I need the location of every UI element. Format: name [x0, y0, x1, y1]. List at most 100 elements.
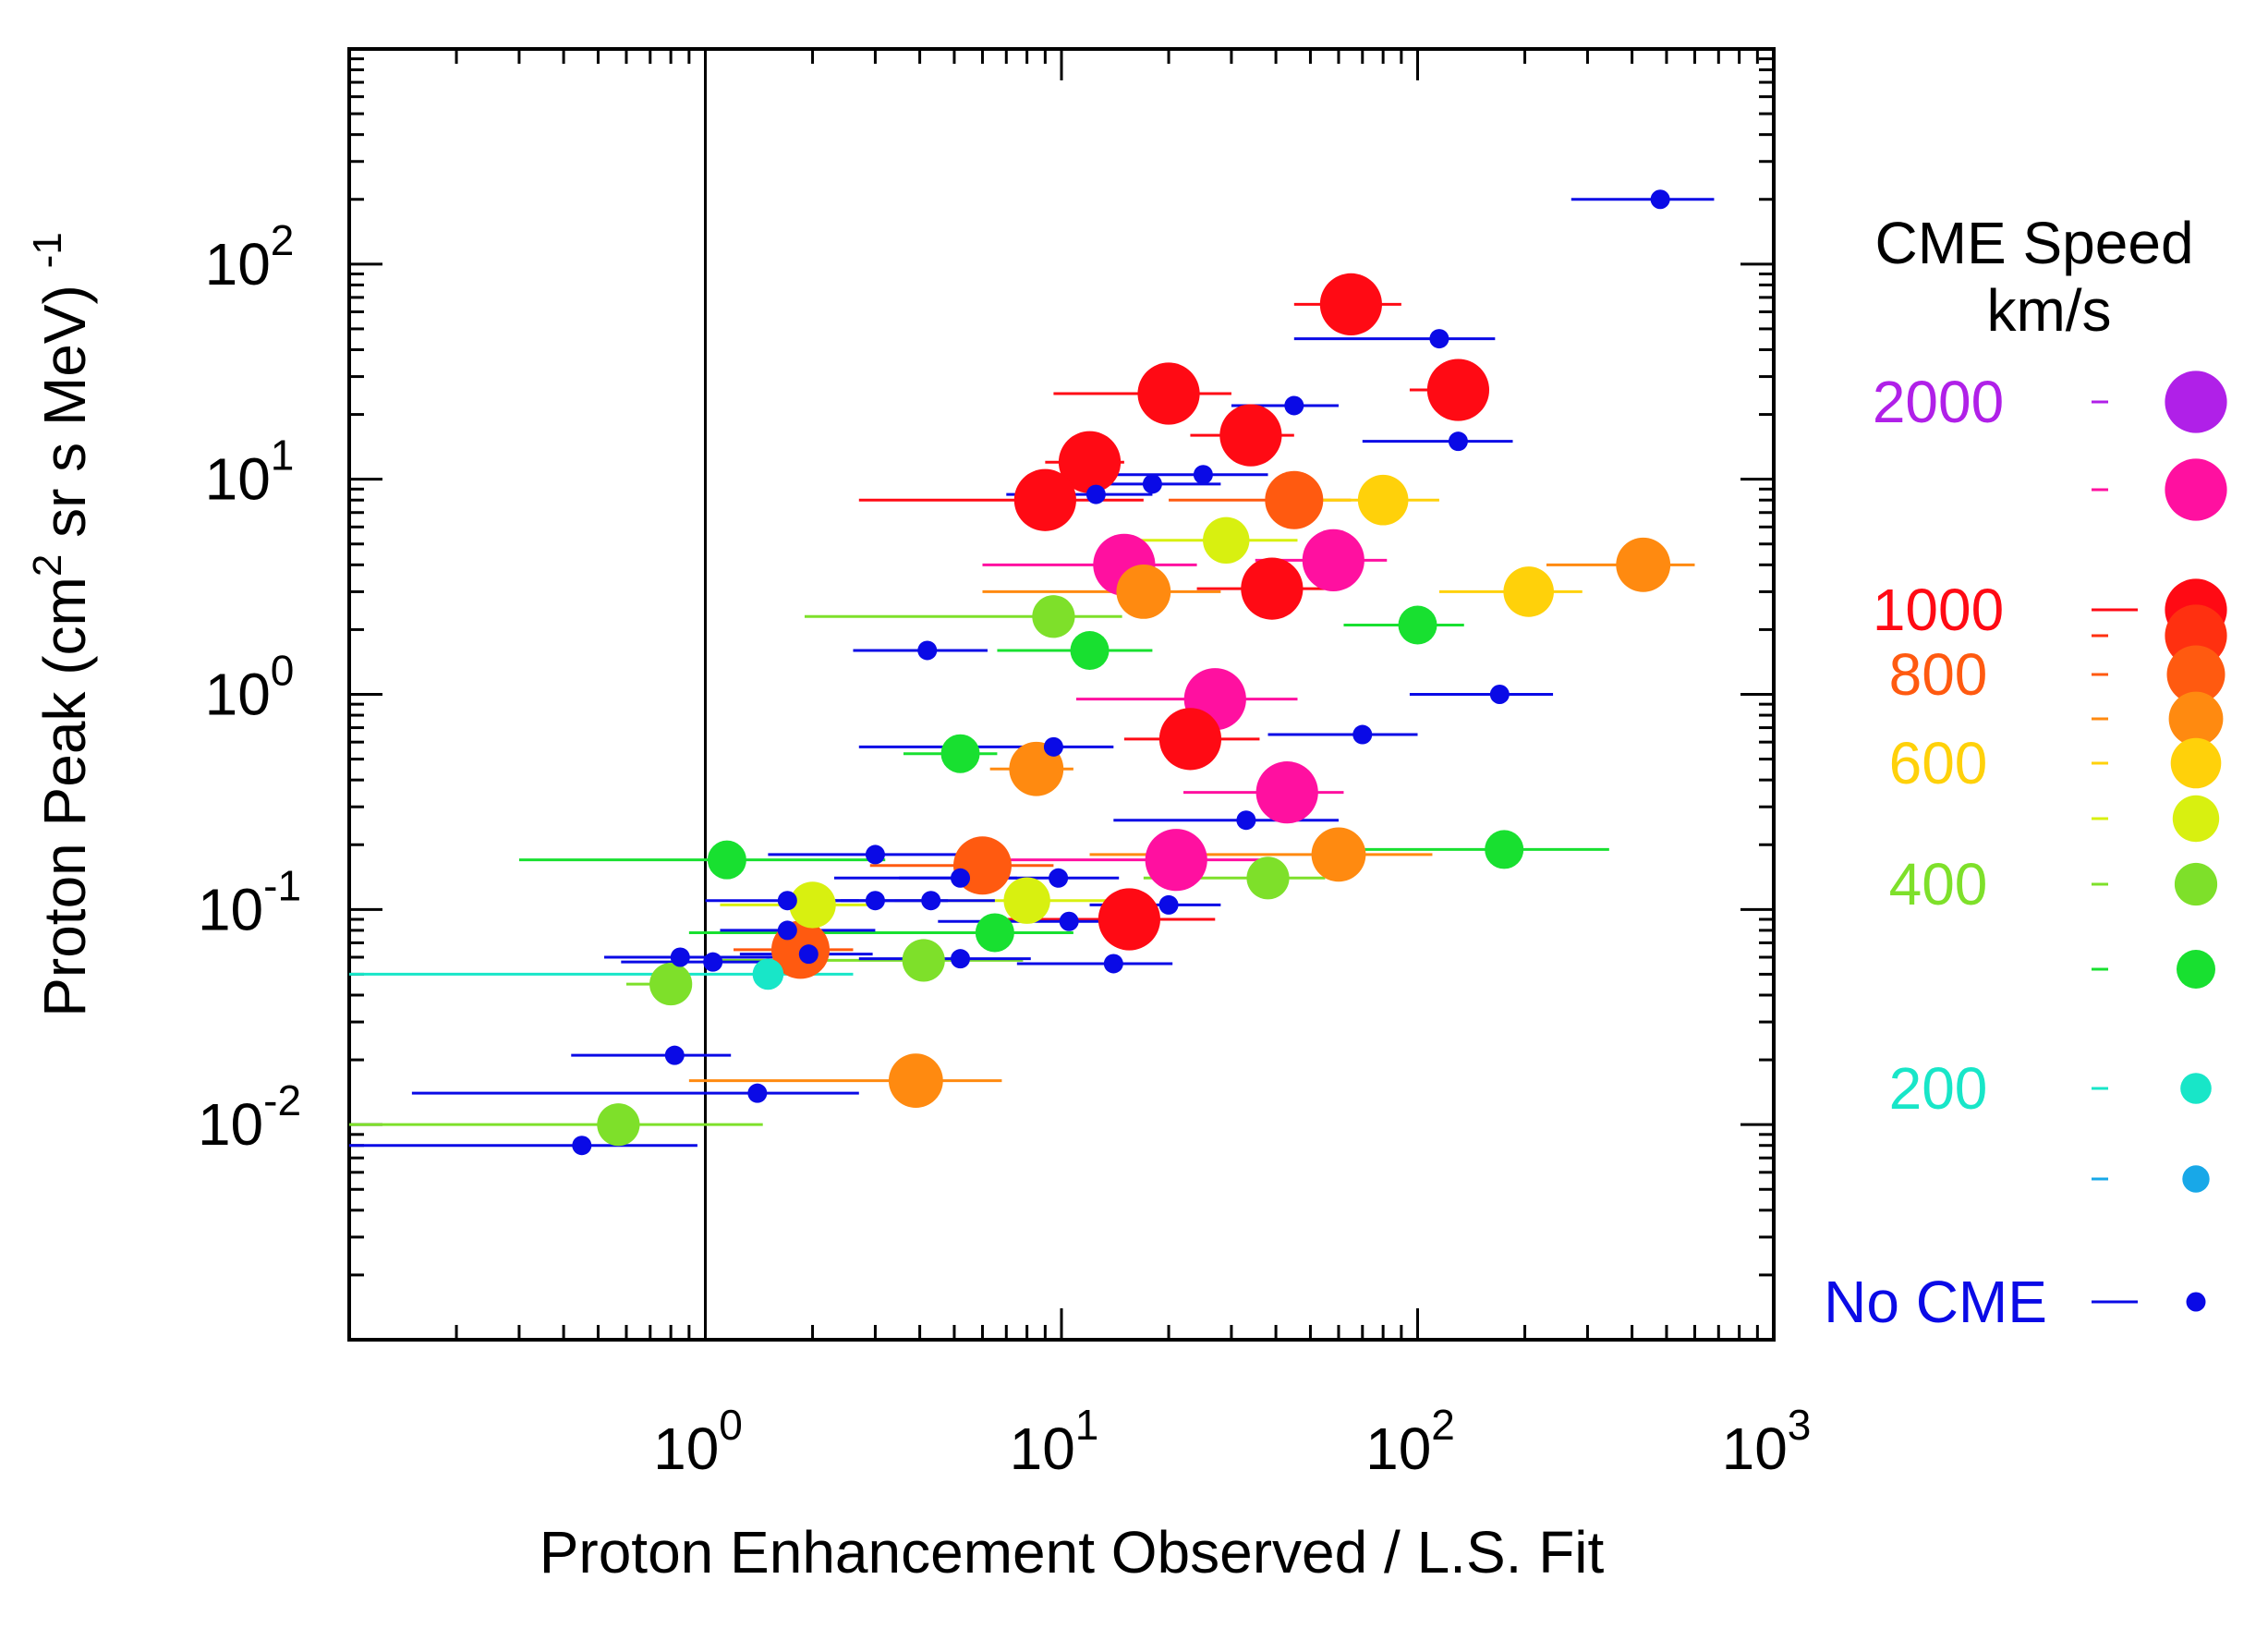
data-point — [1137, 362, 1200, 425]
data-point — [1059, 911, 1079, 931]
data-point — [1650, 189, 1670, 210]
data-point — [1003, 877, 1050, 924]
data-point — [777, 920, 797, 941]
y-tick-base: 10 — [205, 446, 271, 513]
data-point — [902, 939, 945, 982]
x-tick-base: 10 — [1722, 1415, 1788, 1482]
data-point — [1255, 761, 1318, 824]
y-axis-label-part-1: Proton Peak (cm — [31, 577, 98, 1017]
legend-marker — [2168, 691, 2224, 747]
data-point — [1616, 537, 1671, 592]
data-point — [1489, 685, 1510, 704]
legend-marker — [2166, 645, 2226, 704]
x-tick-base: 10 — [653, 1415, 719, 1482]
legend-marker — [2182, 1165, 2210, 1193]
data-point — [1142, 474, 1162, 494]
data-point — [1426, 358, 1490, 421]
legend-marker — [2172, 795, 2220, 843]
legend-marker — [2165, 371, 2227, 433]
y-tick-exponent: -1 — [263, 861, 301, 909]
y-tick-exponent: 0 — [271, 647, 295, 695]
data-point — [1284, 395, 1304, 416]
data-point — [975, 913, 1014, 953]
data-point — [1043, 736, 1063, 757]
y-tick-base: 10 — [205, 662, 271, 728]
y-tick-label: 10-1 — [198, 861, 301, 942]
data-point — [1357, 474, 1409, 526]
data-point — [865, 891, 885, 911]
data-point — [1032, 595, 1075, 638]
y-tick-base: 10 — [198, 876, 263, 942]
data-point — [597, 1103, 640, 1147]
legend-label: 400 — [1889, 851, 1988, 917]
axis-labels: Proton Enhancement Observed / L.S. Fit P… — [25, 216, 1811, 1585]
data-point — [1429, 329, 1449, 349]
data-point — [1448, 431, 1468, 452]
y-tick-exponent: 1 — [271, 431, 295, 480]
data-point — [1193, 465, 1213, 485]
x-tick-exponent: 0 — [719, 1401, 743, 1449]
data-point — [1103, 954, 1123, 974]
data-point — [707, 840, 746, 880]
data-point — [1398, 605, 1437, 645]
data-point — [1098, 888, 1160, 951]
data-point — [1158, 894, 1179, 915]
legend-marker — [2186, 1292, 2206, 1312]
data-point — [1319, 273, 1382, 335]
data-point — [1013, 468, 1076, 531]
x-axis-label: Proton Enhancement Observed / L.S. Fit — [540, 1519, 1605, 1585]
y-tick-exponent: 2 — [271, 216, 295, 264]
data-point — [888, 1053, 943, 1109]
y-axis-label-sup-2: -1 — [25, 232, 70, 268]
data-point — [777, 891, 797, 911]
y-tick-base: 10 — [198, 1091, 263, 1158]
data-point — [1203, 516, 1250, 564]
x-tick-exponent: 2 — [1431, 1401, 1455, 1449]
data-point — [747, 1083, 768, 1103]
data-point — [572, 1136, 592, 1156]
y-tick-base: 10 — [205, 231, 271, 298]
legend-marker — [2170, 737, 2222, 789]
x-tick-label: 101 — [1010, 1401, 1099, 1482]
legend-unit: km/s — [1986, 277, 2111, 344]
data-point — [1145, 829, 1207, 892]
y-tick-label: 100 — [205, 647, 295, 728]
data-point — [752, 958, 784, 990]
data-point — [1158, 708, 1222, 771]
data-point — [670, 947, 690, 967]
data-point — [1236, 810, 1256, 831]
y-axis-label-part-2: sr s MeV) — [31, 268, 98, 553]
data-point — [789, 881, 836, 929]
data-point — [1070, 630, 1110, 670]
data-point — [1302, 528, 1364, 591]
x-tick-label: 100 — [653, 1401, 743, 1482]
legend-marker — [2174, 862, 2218, 906]
data-point — [1049, 868, 1069, 888]
y-tick-label: 10-2 — [198, 1076, 301, 1158]
x-tick-exponent: 1 — [1075, 1401, 1099, 1449]
data-point — [1265, 470, 1324, 529]
y-tick-label: 101 — [205, 431, 295, 513]
data-point — [1246, 857, 1290, 900]
data-point — [1058, 431, 1122, 493]
data-point — [865, 844, 885, 865]
data-point — [703, 952, 723, 972]
x-tick-label: 102 — [1365, 1401, 1455, 1482]
data-point — [1503, 566, 1554, 617]
data-point — [1085, 484, 1106, 504]
legend-label: No CME — [1824, 1269, 2047, 1335]
legend-label: 200 — [1889, 1055, 1988, 1122]
y-axis-label: Proton Peak (cm2 sr s MeV) -1 — [25, 232, 98, 1017]
legend-title: CME Speed — [1874, 210, 2193, 276]
data-point — [917, 640, 938, 661]
data-points — [349, 189, 1715, 1156]
x-tick-base: 10 — [1010, 1415, 1075, 1482]
data-point — [1311, 827, 1366, 882]
legend-label: 600 — [1889, 730, 1988, 796]
data-point — [951, 868, 971, 888]
legend-label: 1000 — [1873, 577, 2004, 643]
legend-label: 800 — [1889, 641, 1988, 708]
data-point — [921, 891, 941, 911]
data-point — [798, 944, 819, 965]
